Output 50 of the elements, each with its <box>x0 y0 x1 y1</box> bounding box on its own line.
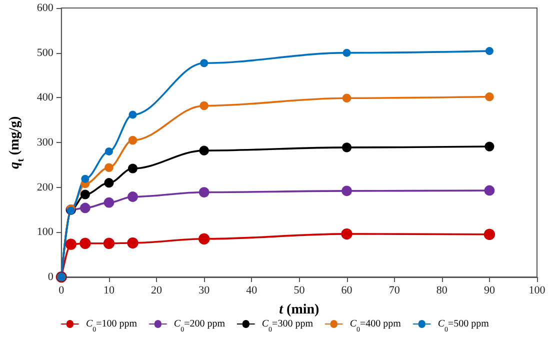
x-tick-label: 60 <box>341 284 353 296</box>
x-tick-label: 30 <box>198 284 210 296</box>
x-tick-label: 40 <box>246 284 258 296</box>
point <box>103 238 115 249</box>
point <box>127 237 138 249</box>
point <box>484 142 494 152</box>
x-tick-label: 20 <box>151 284 163 296</box>
point <box>81 174 90 183</box>
point <box>104 197 114 208</box>
y-tick-label: 100 <box>36 226 54 238</box>
point <box>200 101 208 110</box>
point <box>342 48 351 57</box>
point <box>342 142 352 152</box>
point <box>198 233 210 244</box>
point <box>128 110 137 119</box>
x-tick-label: 70 <box>388 284 400 296</box>
y-tick-label: 0 <box>48 271 54 283</box>
y-tick-label: 200 <box>36 181 54 194</box>
y-tick-label: 400 <box>36 92 54 104</box>
x-tick-label: 80 <box>436 284 448 296</box>
point <box>484 228 496 240</box>
point <box>342 94 352 103</box>
y-tick-label: 300 <box>36 136 54 148</box>
point <box>484 185 495 196</box>
point <box>198 187 210 198</box>
point <box>128 164 138 174</box>
y-tick-label: 600 <box>36 2 54 14</box>
point <box>65 238 77 250</box>
point <box>485 92 494 102</box>
point <box>128 136 138 145</box>
x-tick-label: 10 <box>103 284 115 296</box>
point <box>104 147 113 156</box>
point <box>80 202 90 214</box>
point <box>200 59 208 68</box>
x-tick-label: 90 <box>484 284 496 296</box>
point <box>341 228 352 240</box>
point <box>80 190 90 200</box>
x-tick-label: 100 <box>528 284 546 296</box>
point <box>199 146 209 156</box>
point <box>80 238 91 249</box>
point <box>485 47 494 56</box>
point <box>104 163 114 172</box>
y-axis-title: qt (mg/g) <box>8 116 26 169</box>
x-tick-label: 50 <box>294 284 306 296</box>
x-axis-title: t (min) <box>279 302 320 318</box>
point <box>342 186 352 196</box>
point <box>104 178 114 188</box>
x-tick-label: 0 <box>58 284 65 296</box>
y-tick-label: 500 <box>36 46 54 59</box>
point <box>128 192 138 202</box>
